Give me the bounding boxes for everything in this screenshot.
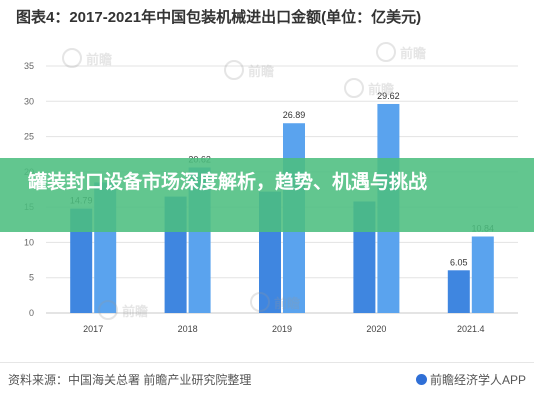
brand-credit: 前瞻经济学人APP — [416, 371, 526, 388]
y-tick-label: 5 — [29, 273, 34, 283]
y-tick-label: 10 — [24, 237, 34, 247]
y-tick-label: 0 — [29, 308, 34, 318]
x-tick-label: 2019 — [272, 324, 292, 334]
watermark-text: 前瞻 — [86, 52, 113, 67]
watermark: 前瞻 — [98, 300, 148, 320]
bar — [70, 208, 93, 313]
qianzhan-logo-icon — [416, 374, 427, 385]
x-tick-label: 2020 — [366, 324, 386, 334]
y-tick-label: 35 — [24, 61, 34, 71]
y-tick-label: 25 — [24, 132, 34, 142]
watermark-text: 前瞻 — [368, 82, 395, 97]
qianzhan-logo-icon — [98, 300, 118, 320]
headline-banner: 罐装封口设备市场深度解析，趋势、机遇与挑战 — [0, 158, 534, 232]
footer-divider — [0, 362, 534, 363]
x-tick-label: 2017 — [83, 324, 103, 334]
watermark-text: 前瞻 — [400, 46, 427, 61]
watermark: 前瞻 — [376, 42, 426, 62]
watermark: 前瞻 — [344, 78, 394, 98]
x-tick-label: 2021.4 — [457, 324, 485, 334]
brand-name: 前瞻经济学人APP — [430, 373, 527, 387]
data-label: 29.62 — [377, 91, 400, 101]
x-tick-label: 2018 — [178, 324, 198, 334]
watermark: 前瞻 — [224, 60, 274, 80]
y-tick-label: 30 — [24, 96, 34, 106]
watermark-text: 前瞻 — [122, 304, 149, 319]
headline-text: 罐装封口设备市场深度解析，趋势、机遇与挑战 — [28, 171, 428, 193]
watermark: 前瞻 — [250, 292, 300, 312]
bar — [471, 236, 494, 313]
qianzhan-logo-icon — [376, 42, 396, 62]
watermark-text: 前瞻 — [248, 64, 275, 79]
qianzhan-logo-icon — [344, 78, 364, 98]
data-label: 26.89 — [283, 110, 306, 120]
qianzhan-logo-icon — [250, 292, 270, 312]
qianzhan-logo-icon — [62, 48, 82, 68]
data-label: 6.05 — [450, 257, 468, 267]
qianzhan-logo-icon — [224, 60, 244, 80]
bar — [447, 270, 470, 313]
watermark: 前瞻 — [62, 48, 112, 68]
watermark-text: 前瞻 — [274, 296, 301, 311]
chart-title: 图表4：2017-2021年中国包装机械进出口金额(单位：亿美元) — [16, 9, 422, 26]
source-note: 资料来源：中国海关总署 前瞻产业研究院整理 — [8, 373, 252, 387]
